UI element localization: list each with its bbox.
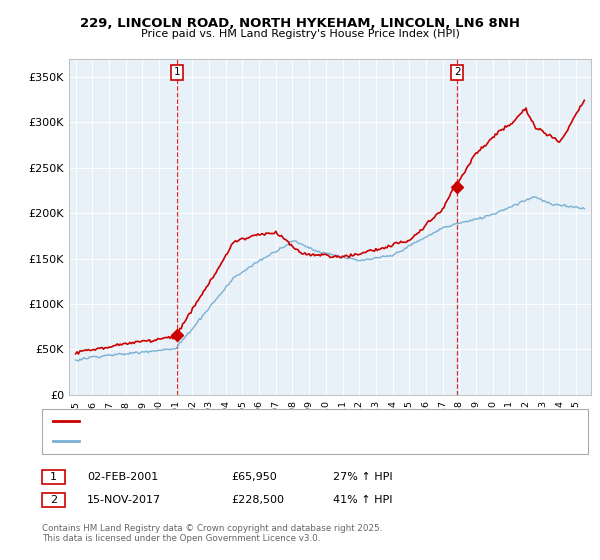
Text: 2: 2	[454, 67, 461, 77]
Text: 15-NOV-2017: 15-NOV-2017	[87, 494, 161, 505]
Text: Price paid vs. HM Land Registry's House Price Index (HPI): Price paid vs. HM Land Registry's House …	[140, 29, 460, 39]
Text: 27% ↑ HPI: 27% ↑ HPI	[333, 472, 392, 482]
Text: 1: 1	[50, 472, 57, 482]
Text: 1: 1	[174, 67, 181, 77]
Text: 229, LINCOLN ROAD, NORTH HYKEHAM, LINCOLN, LN6 8NH (semi-detached house): 229, LINCOLN ROAD, NORTH HYKEHAM, LINCOL…	[86, 416, 493, 426]
Text: £65,950: £65,950	[231, 472, 277, 482]
Text: 02-FEB-2001: 02-FEB-2001	[87, 472, 158, 482]
Text: 229, LINCOLN ROAD, NORTH HYKEHAM, LINCOLN, LN6 8NH: 229, LINCOLN ROAD, NORTH HYKEHAM, LINCOL…	[80, 17, 520, 30]
Text: Contains HM Land Registry data © Crown copyright and database right 2025.
This d: Contains HM Land Registry data © Crown c…	[42, 524, 382, 543]
Text: £228,500: £228,500	[231, 494, 284, 505]
Text: 41% ↑ HPI: 41% ↑ HPI	[333, 494, 392, 505]
Text: 2: 2	[50, 494, 57, 505]
Text: HPI: Average price, semi-detached house, North Kesteven: HPI: Average price, semi-detached house,…	[86, 436, 370, 446]
